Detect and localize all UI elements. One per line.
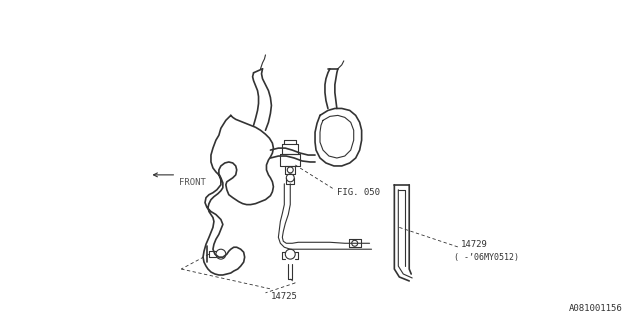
- Text: A081001156: A081001156: [568, 304, 622, 313]
- Text: FRONT: FRONT: [179, 178, 206, 187]
- Text: ( -’06MY0512): ( -’06MY0512): [454, 253, 519, 262]
- Text: 14729: 14729: [461, 240, 488, 249]
- Text: FIG. 050: FIG. 050: [337, 188, 380, 197]
- Text: 14725: 14725: [271, 292, 298, 301]
